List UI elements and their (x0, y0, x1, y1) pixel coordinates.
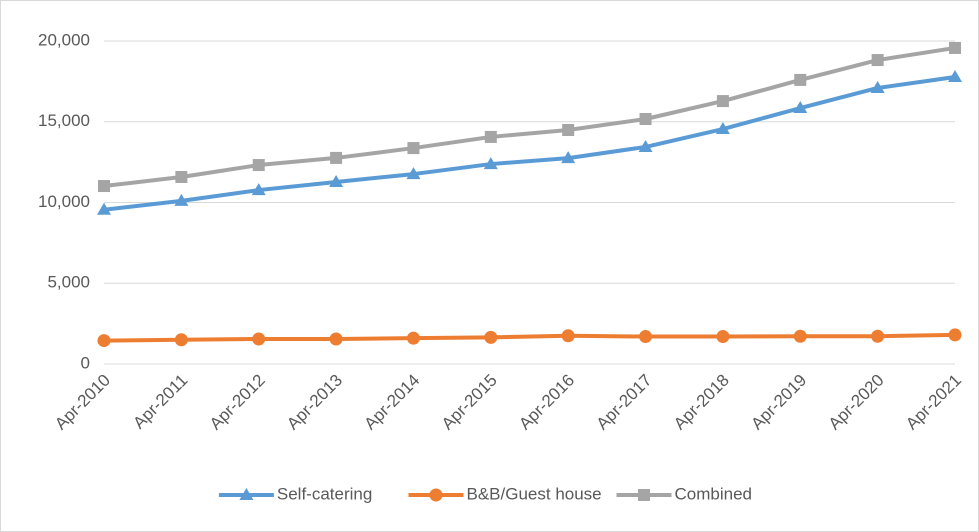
data-point (483, 157, 498, 170)
data-point (98, 180, 110, 193)
data-point (329, 174, 344, 187)
data-point (484, 130, 497, 143)
data-point (716, 330, 730, 344)
data-point (97, 334, 111, 348)
data-point (329, 332, 343, 346)
data-point (949, 41, 961, 54)
data-point (484, 330, 498, 344)
series-line (103, 332, 956, 343)
data-point (871, 54, 884, 67)
data-point (561, 329, 575, 343)
data-point (948, 328, 962, 342)
y-tick-label: 5,000 (47, 273, 90, 292)
legend-marker (638, 489, 650, 501)
legend-marker (239, 488, 254, 500)
data-point (407, 142, 420, 155)
data-point (562, 123, 575, 136)
data-point (251, 183, 266, 196)
data-point (330, 151, 343, 164)
data-point (561, 151, 576, 164)
legend-label: B&B/Guest house (467, 484, 602, 503)
y-tick-label: 20,000 (38, 30, 90, 49)
legend-label: Combined (675, 484, 753, 503)
data-point (174, 333, 188, 347)
data-point (639, 330, 653, 344)
data-point (871, 329, 885, 343)
data-point (406, 167, 421, 180)
y-tick-label: 0 (81, 353, 90, 372)
data-point (716, 95, 729, 108)
data-point (793, 101, 808, 114)
data-point (948, 70, 962, 83)
y-tick-label: 15,000 (38, 111, 90, 130)
series-line (103, 45, 956, 189)
data-point (639, 113, 652, 126)
data-point (406, 331, 420, 345)
legend-marker (429, 488, 443, 502)
data-point (794, 73, 807, 86)
y-tick-label: 10,000 (38, 192, 90, 211)
data-point (870, 80, 885, 93)
data-point (252, 159, 265, 172)
data-point (97, 202, 111, 215)
data-point (175, 170, 188, 183)
data-point (638, 139, 653, 152)
data-point (174, 193, 189, 206)
series-line (103, 75, 956, 212)
data-point (715, 122, 730, 135)
legend-label: Self-catering (277, 484, 372, 503)
data-point (252, 332, 266, 346)
data-point (793, 329, 807, 343)
